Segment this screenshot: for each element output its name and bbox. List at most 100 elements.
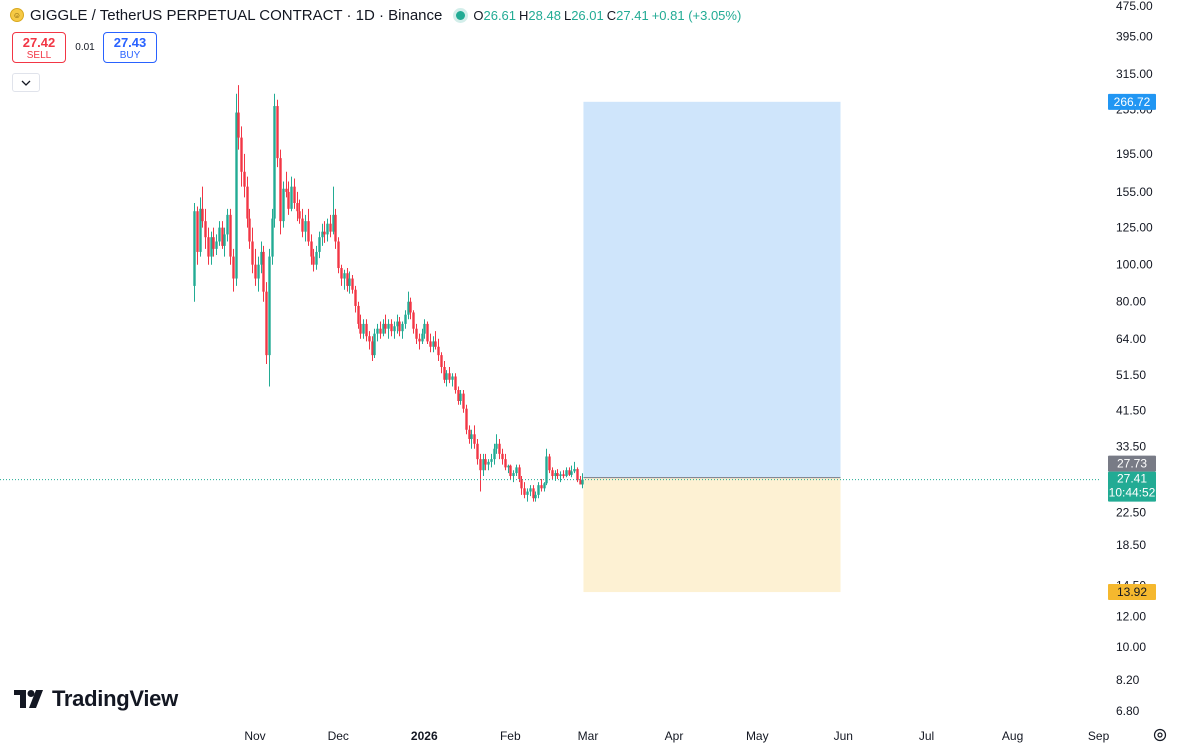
candle-body	[529, 488, 532, 492]
candle-body	[526, 491, 529, 495]
candle	[212, 227, 215, 257]
symbol-title[interactable]: GIGGLE / TetherUS PERPETUAL CONTRACT · 1…	[30, 6, 443, 24]
brand-name: TradingView	[52, 686, 178, 711]
candle-body	[396, 321, 399, 327]
candle-body	[490, 459, 493, 462]
candle-body	[296, 203, 299, 212]
candle-body	[537, 485, 540, 495]
price-tick-label: 64.00	[1116, 332, 1146, 346]
target-zone[interactable]	[583, 101, 841, 478]
candle	[437, 338, 440, 361]
candle	[515, 464, 518, 477]
candle-body	[487, 461, 490, 465]
candle	[523, 482, 526, 499]
candle-body	[279, 158, 282, 222]
candle-body	[321, 231, 324, 238]
time-axis[interactable]: Nov Dec 2026 Feb Mar Apr May Jun Jul Aug Sep	[244, 729, 1109, 743]
price-tick-label: 195.00	[1116, 147, 1153, 161]
candle	[337, 237, 340, 274]
candle-body	[401, 323, 404, 332]
position-zones[interactable]	[583, 101, 841, 593]
candle	[268, 248, 271, 387]
ohlc-label: C	[606, 7, 617, 23]
candle	[509, 464, 512, 480]
candle-body	[565, 470, 568, 477]
candle-body	[579, 480, 582, 485]
coin-icon: ☺	[10, 8, 24, 22]
time-tick-label: 2026	[411, 729, 438, 743]
candle	[357, 301, 360, 329]
time-tick-label: Dec	[328, 729, 349, 743]
ohlc-value: 28.48	[528, 7, 561, 23]
candle	[379, 321, 382, 339]
candle-body	[290, 186, 293, 209]
candle	[407, 291, 410, 320]
candle-body	[223, 234, 226, 246]
candle	[559, 471, 562, 483]
candle-body	[282, 188, 285, 222]
candle	[404, 310, 407, 329]
candle	[512, 470, 515, 483]
candle-body	[304, 221, 307, 232]
candle	[493, 443, 496, 465]
collapse-legend-button[interactable]	[12, 73, 40, 92]
sell-button[interactable]: 27.42 SELL	[12, 32, 66, 63]
candle-body	[532, 488, 535, 499]
candle	[526, 488, 529, 502]
candle	[448, 366, 451, 384]
candle	[390, 319, 393, 337]
candle-body	[268, 256, 271, 356]
price-tick-label: 395.00	[1116, 30, 1153, 44]
candle-body	[204, 221, 207, 238]
candle-body	[362, 323, 365, 334]
settings-gear-icon[interactable]	[1152, 727, 1168, 743]
candle	[470, 429, 473, 449]
candle	[462, 390, 465, 413]
candle	[459, 390, 462, 405]
candle	[229, 208, 232, 265]
candle	[354, 285, 357, 313]
tradingview-logo[interactable]: TradingView	[14, 686, 178, 712]
candle-body	[315, 251, 318, 265]
candle	[343, 269, 346, 290]
candle	[251, 227, 254, 274]
price-axis[interactable]: 475.00395.00315.00255.00195.00155.00125.…	[1116, 0, 1153, 718]
candle	[412, 310, 415, 334]
candle-body	[293, 186, 296, 204]
candle	[340, 264, 343, 286]
candle	[207, 227, 210, 265]
candle	[351, 274, 354, 294]
entry-price-label: 27.73	[1108, 455, 1156, 472]
candle-body	[468, 429, 471, 439]
stop-zone[interactable]	[583, 477, 841, 593]
candle	[362, 319, 365, 339]
ohlc-values: O26.61 H28.48 L26.01 C27.41 +0.81 (+3.05%)	[473, 8, 744, 23]
last-price-text: 27.41	[1117, 472, 1147, 486]
target-price-text: 266.72	[1114, 95, 1151, 109]
candle	[301, 208, 304, 238]
candle	[451, 373, 454, 387]
time-tick-label: Apr	[665, 729, 684, 743]
stop-price-text: 13.92	[1117, 585, 1147, 599]
candle-body	[354, 289, 357, 306]
buy-button[interactable]: 27.43 BUY	[103, 32, 157, 63]
candle-body	[448, 373, 451, 380]
candle-body	[465, 408, 468, 430]
candle	[215, 234, 218, 256]
candle	[520, 476, 523, 495]
candle	[210, 231, 213, 265]
candle-body	[484, 459, 487, 465]
candle-body	[570, 471, 573, 475]
candle-body	[379, 328, 382, 334]
candle-body	[412, 312, 415, 329]
stop-price-label: 13.92	[1108, 584, 1156, 601]
time-tick-label: Aug	[1002, 729, 1023, 743]
candle-body	[559, 474, 562, 477]
candle-body	[232, 256, 235, 279]
candle	[262, 245, 265, 302]
candle-body	[415, 328, 418, 339]
ohlc-value: 27.41	[616, 7, 649, 23]
candle-body	[243, 171, 246, 187]
candle-body	[534, 494, 537, 499]
